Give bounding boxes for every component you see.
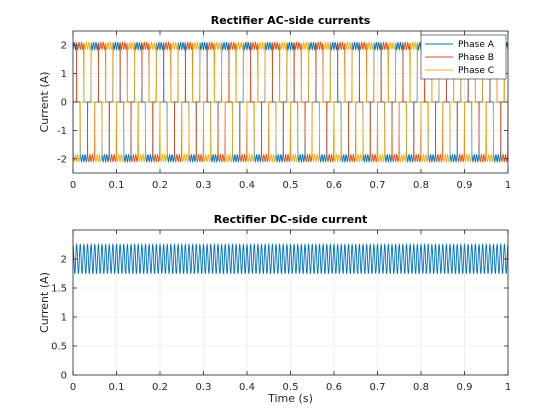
legend-entry-label: Phase B — [458, 53, 494, 63]
y-tick-label: 2 — [61, 255, 67, 266]
ac-legend: Phase A Phase B Phase C — [420, 34, 507, 80]
dc-current-axes: 0 0.1 0.2 0.3 0.4 0.5 0.6 0.7 0.8 0.9 1 0 0.5 1 1.5 2 R… — [38, 213, 511, 405]
x-tick-label: 0.7 — [370, 180, 386, 191]
x-tick-label: 0.6 — [326, 180, 342, 191]
y-tick-label: 1 — [61, 313, 67, 324]
x-tick-label: 0.8 — [413, 382, 429, 393]
x-tick-label: 0.4 — [239, 180, 255, 191]
x-tick-label: 0.6 — [326, 382, 342, 393]
ac-chart-title: Rectifier AC-side currents — [211, 14, 371, 27]
dc-series-layer — [73, 242, 508, 274]
x-tick-label: 0.3 — [196, 180, 212, 191]
dc-x-axis-label: Time (s) — [267, 392, 313, 405]
x-tick-label: 0.9 — [457, 180, 473, 191]
x-tick-label: 0.2 — [152, 382, 168, 393]
dc-chart-title: Rectifier DC-side current — [214, 213, 368, 226]
y-tick-label: 1.5 — [51, 284, 67, 295]
x-tick-label: 1 — [505, 180, 511, 191]
x-tick-label: 0.5 — [283, 382, 299, 393]
x-tick-label: 0.8 — [413, 180, 429, 191]
x-tick-label: 0.1 — [109, 382, 125, 393]
ac-y-axis-label: Current (A) — [38, 72, 51, 133]
x-tick-label: 0.9 — [457, 382, 473, 393]
y-tick-label: 2 — [61, 41, 67, 52]
x-tick-label: 0.2 — [152, 180, 168, 191]
y-tick-label: -2 — [57, 154, 67, 165]
x-tick-label: 1 — [505, 382, 511, 393]
y-tick-label: 1 — [61, 69, 67, 80]
ac-ticks: 0 0.1 0.2 0.3 0.4 0.5 0.6 0.7 0.8 0.9 1 -2 -1 0 1 2 — [57, 31, 511, 191]
y-tick-label: -1 — [57, 126, 67, 137]
x-tick-label: 0 — [70, 180, 76, 191]
x-tick-label: 0.4 — [239, 382, 255, 393]
y-tick-label: 0 — [61, 371, 67, 382]
dc-grid — [72, 230, 509, 376]
x-tick-label: 0.1 — [109, 180, 125, 191]
x-tick-label: 0.3 — [196, 382, 212, 393]
y-tick-label: 0.5 — [51, 342, 67, 353]
legend-entry-label: Phase A — [458, 40, 495, 50]
x-tick-label: 0.5 — [283, 180, 299, 191]
ac-currents-axes: 0 0.1 0.2 0.3 0.4 0.5 0.6 0.7 0.8 0.9 1 -2 -1 0 1 2 Rec… — [38, 14, 511, 191]
series-line-dc-current — [73, 242, 508, 274]
dc-y-axis-label: Current (A) — [38, 272, 51, 333]
dc-ticks: 0 0.1 0.2 0.3 0.4 0.5 0.6 0.7 0.8 0.9 1 0 0.5 1 1.5 2 — [51, 230, 511, 393]
x-tick-label: 0.7 — [370, 382, 386, 393]
y-tick-label: 0 — [61, 98, 67, 109]
x-tick-label: 0 — [70, 382, 76, 393]
legend-entry-label: Phase C — [458, 66, 494, 76]
